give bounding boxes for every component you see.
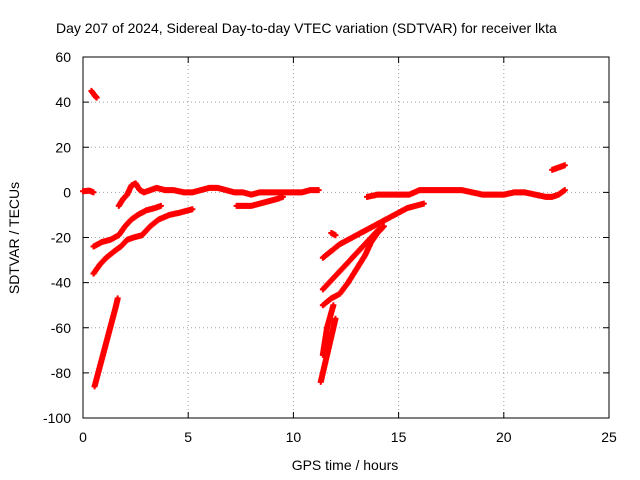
chart-title: Day 207 of 2024, Sidereal Day-to-day VTE…: [56, 20, 557, 36]
data-point: [561, 187, 568, 194]
series-1: [88, 87, 100, 101]
data-point: [561, 162, 568, 169]
y-tick-label: -60: [51, 320, 71, 336]
x-tick-label: 25: [601, 429, 617, 445]
y-axis-label: SDTVAR / TECUs: [6, 182, 22, 294]
series-13: [364, 187, 568, 200]
y-tick-label: -80: [51, 365, 71, 381]
series-7: [317, 315, 339, 385]
data-point: [315, 187, 322, 194]
x-tick-label: 15: [391, 429, 407, 445]
data-point: [90, 189, 97, 196]
x-tick-label: 10: [286, 429, 302, 445]
series-2: [90, 202, 164, 250]
series-11: [319, 200, 427, 261]
series-6: [233, 193, 286, 209]
series-12: [328, 229, 339, 239]
series-8: [319, 302, 337, 358]
y-tick-label: -100: [43, 410, 71, 426]
x-tick-label: 0: [79, 429, 87, 445]
series-4: [91, 295, 121, 390]
grid: [83, 57, 609, 418]
series-5: [115, 180, 322, 209]
y-tick-label: -40: [51, 275, 71, 291]
data-point: [93, 94, 100, 101]
data-point: [189, 206, 196, 213]
y-tick-label: 0: [63, 184, 71, 200]
data-point: [380, 223, 387, 230]
data-point: [420, 200, 427, 207]
y-tick-label: 40: [55, 94, 71, 110]
series-0: [80, 187, 97, 196]
data-point: [376, 225, 383, 232]
x-tick-label: 20: [496, 429, 512, 445]
y-tick-label: 20: [55, 139, 71, 155]
y-tick-label: -20: [51, 230, 71, 246]
y-tick-label: 60: [55, 49, 71, 65]
series-10: [319, 225, 383, 293]
data-point: [114, 295, 121, 302]
x-axis-label: GPS time / hours: [292, 457, 399, 473]
data-point: [332, 315, 339, 322]
axis-ticks: 0 5 10 15 20 25 -100 -80 -60 -40 -20 0 20 40 60: [43, 49, 617, 445]
data-point: [279, 193, 286, 200]
series-14: [549, 162, 568, 173]
data-point: [157, 202, 164, 209]
data-point: [330, 302, 337, 309]
x-tick-label: 5: [184, 429, 192, 445]
data-point: [332, 232, 339, 239]
data-points: [80, 87, 568, 390]
series-3: [90, 206, 196, 277]
